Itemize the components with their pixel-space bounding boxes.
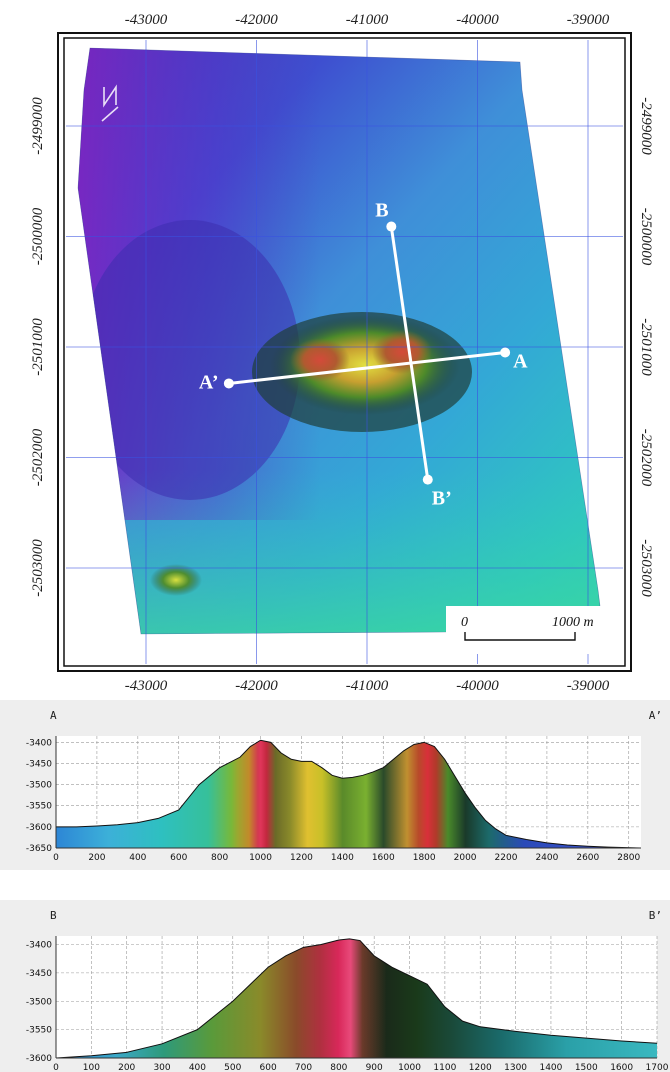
profile-start-label: B (50, 909, 57, 922)
depth-profile-area (56, 938, 657, 1058)
profile-lines: A A’ B B’ (199, 200, 528, 510)
y-tick-label: -3500 (26, 997, 52, 1007)
x-tick-label: 1300 (504, 1063, 527, 1072)
y-tick-label: -3600 (26, 1054, 52, 1064)
y-tick-label: -3400 (26, 738, 52, 748)
map-coordinate-labels: -43000 -43000 -42000 -42000 -41000 -41000 -400… (30, 12, 654, 690)
y-tick-label: -3500 (26, 781, 52, 791)
y-tick-label: -3400 (26, 941, 52, 951)
northing-label-left: -2501000 (30, 318, 46, 376)
x-tick-label: 1000 (398, 1063, 421, 1072)
profile-line-b (389, 226, 430, 480)
x-tick-label: 800 (211, 853, 228, 863)
profile-endpoint (223, 378, 234, 389)
profile-endpoint (386, 221, 397, 232)
profile-endpoint (422, 474, 433, 485)
map-graticule (66, 40, 623, 664)
northing-label-right: -2502000 (638, 429, 654, 487)
y-tick-label: -3650 (26, 844, 52, 854)
easting-label-top: -41000 (346, 12, 389, 28)
x-tick-label: 0 (53, 853, 59, 863)
x-tick-label: 200 (118, 1063, 135, 1072)
scale-bar-line (464, 632, 576, 641)
y-tick-label: -3550 (26, 1026, 52, 1036)
northing-label-left: -2500000 (30, 207, 46, 265)
northing-label-left: -2502000 (30, 428, 46, 486)
southwest-mound (150, 564, 202, 596)
profile-end-label: A’ (649, 709, 662, 722)
scale-bar: 0 1000 m (446, 606, 606, 654)
depth-profile-area (56, 740, 641, 848)
x-tick-label: 1100 (433, 1063, 456, 1072)
depth-profile-line (56, 938, 657, 1058)
easting-label-bottom: -40000 (456, 678, 499, 690)
profile-end-label: B’ (649, 909, 662, 922)
northing-label-right: -2503000 (638, 539, 654, 597)
x-tick-label: 400 (129, 853, 146, 863)
x-tick-label: 400 (189, 1063, 206, 1072)
dark-depression (80, 220, 300, 500)
northing-label-right: -2499000 (638, 97, 654, 155)
x-tick-label: 1000 (249, 853, 272, 863)
profile-b-chart: 0 100 200 300 400 500 600 700 800 900 1000 1100 1200… (0, 900, 670, 1072)
scale-bar-box (446, 606, 606, 654)
x-tick-label: 1400 (331, 853, 354, 863)
easting-label-bottom: -42000 (235, 678, 278, 690)
northing-label-right: -2500000 (638, 208, 654, 266)
map-frame-outer (57, 32, 632, 672)
scale-bar-end-label: 1000 m (552, 615, 594, 630)
easting-label-top: -40000 (456, 12, 499, 28)
x-tick-label: 900 (366, 1063, 383, 1072)
profile-label-start: A (513, 351, 528, 373)
x-tick-label: 600 (170, 853, 187, 863)
bathymetry-map: -43000 -43000 -42000 -42000 -41000 -41000 -400… (30, 12, 654, 690)
x-tick-label: 200 (88, 853, 105, 863)
y-tick-label: -3550 (26, 802, 52, 812)
scale-bar-start-label: 0 (461, 615, 468, 630)
x-tick-label: 0 (53, 1063, 59, 1072)
profile-start-label: A (50, 709, 57, 722)
northing-label-left: -2499000 (30, 97, 46, 155)
easting-label-top: -42000 (235, 12, 278, 28)
profile-label-start: B (375, 200, 388, 222)
x-tick-label: 2000 (454, 853, 477, 863)
x-tick-label: 1700 (646, 1063, 669, 1072)
easting-label-top: -39000 (567, 12, 610, 28)
northing-label-left: -2503000 (30, 539, 46, 597)
profile-label-end: A’ (199, 371, 219, 393)
depth-profile-line (56, 739, 641, 848)
x-tick-label: 2400 (535, 853, 558, 863)
easting-label-bottom: -41000 (346, 678, 389, 690)
profile-label-end: B’ (432, 488, 452, 510)
x-tick-label: 1200 (469, 1063, 492, 1072)
x-tick-label: 1400 (539, 1063, 562, 1072)
x-tick-label: 700 (295, 1063, 312, 1072)
x-tick-label: 2200 (495, 853, 518, 863)
x-tick-label: 1600 (610, 1063, 633, 1072)
profile-endpoint (500, 347, 511, 358)
x-tick-label: 2600 (576, 853, 599, 863)
x-tick-label: 100 (83, 1063, 100, 1072)
north-arrow-icon (101, 84, 119, 122)
x-tick-label: 1800 (413, 853, 436, 863)
y-tick-label: -3600 (26, 823, 52, 833)
x-tick-label: 600 (260, 1063, 277, 1072)
profile-a-chart: 0 200 400 600 800 1000 1200 1400 1600 1800 2000 220… (0, 700, 670, 870)
easting-label-bottom: -43000 (125, 678, 168, 690)
x-tick-label: 1200 (290, 853, 313, 863)
x-tick-label: 2800 (617, 853, 640, 863)
y-tick-label: -3450 (26, 969, 52, 979)
x-tick-label: 300 (153, 1063, 170, 1072)
x-tick-label: 500 (224, 1063, 241, 1072)
profile-line-a (228, 351, 506, 385)
x-tick-label: 1500 (575, 1063, 598, 1072)
x-tick-label: 1600 (372, 853, 395, 863)
y-tick-label: -3450 (26, 759, 52, 769)
northing-label-right: -2501000 (638, 318, 654, 376)
easting-label-top: -43000 (125, 12, 168, 28)
x-tick-label: 800 (330, 1063, 347, 1072)
easting-label-bottom: -39000 (567, 678, 610, 690)
